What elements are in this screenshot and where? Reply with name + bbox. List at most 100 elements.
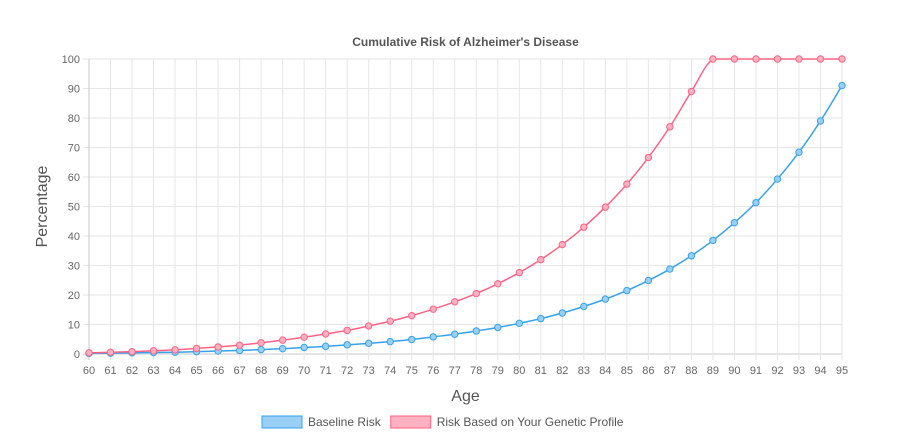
data-point (106, 348, 115, 356)
y-axis-ticks: 0 10 20 30 40 50 60 70 80 90 100 (62, 54, 80, 361)
y-tick-label: 30 (68, 261, 80, 273)
x-tick-label: 81 (535, 365, 547, 377)
data-point (687, 252, 696, 260)
x-tick-label: 90 (728, 365, 740, 377)
series-0 (85, 81, 846, 358)
data-point (558, 240, 567, 249)
x-tick-label: 87 (664, 365, 676, 377)
x-tick-label: 92 (771, 365, 783, 377)
data-point (515, 319, 523, 328)
y-tick-label: 80 (68, 113, 80, 125)
data-point (580, 223, 588, 231)
x-tick-label: 70 (298, 365, 310, 377)
data-point (494, 323, 502, 332)
data-point (515, 268, 523, 277)
data-point (709, 55, 717, 63)
x-tick-label: 85 (621, 365, 633, 377)
data-point (623, 180, 631, 188)
data-point (386, 317, 394, 325)
data-point (773, 175, 782, 183)
data-point (730, 55, 739, 63)
data-point (321, 330, 330, 338)
data-point (408, 335, 416, 344)
legend-swatch (261, 415, 303, 429)
series-1 (85, 55, 846, 357)
x-tick-label: 82 (556, 365, 568, 377)
data-point (278, 344, 287, 353)
y-axis-title: Percentage (34, 165, 51, 247)
y-tick-label: 20 (68, 290, 80, 302)
x-tick-label: 69 (277, 365, 289, 377)
data-point (644, 276, 653, 285)
legend-label: Risk Based on Your Genetic Profile (437, 415, 624, 429)
x-tick-label: 61 (104, 365, 116, 377)
data-point (838, 81, 846, 90)
data-point (321, 342, 330, 351)
data-point (171, 346, 179, 354)
series-layer (85, 55, 846, 358)
legend: Baseline Risk Risk Based on Your Genetic … (261, 415, 624, 429)
x-tick-label: 79 (492, 365, 504, 377)
data-point (816, 55, 825, 63)
y-tick-label: 0 (74, 349, 80, 361)
data-point (278, 336, 287, 344)
data-point (386, 337, 394, 346)
data-point (838, 55, 846, 63)
data-point (623, 286, 631, 295)
x-tick-label: 66 (212, 365, 224, 377)
x-tick-label: 65 (190, 365, 202, 377)
data-point (128, 347, 136, 356)
data-point (257, 339, 265, 347)
data-point (300, 333, 308, 341)
data-point (343, 341, 351, 349)
y-tick-label: 10 (68, 320, 80, 332)
data-point (709, 236, 717, 245)
legend-label: Baseline Risk (308, 415, 382, 429)
x-tick-label: 75 (406, 365, 418, 377)
data-point (494, 280, 502, 288)
y-tick-label: 60 (68, 172, 80, 184)
data-point (537, 255, 545, 264)
data-point (472, 289, 480, 298)
x-tick-label: 94 (814, 365, 826, 377)
x-tick-label: 83 (578, 365, 590, 377)
data-point (752, 198, 760, 207)
data-point (257, 345, 265, 354)
data-point (429, 305, 437, 313)
y-tick-label: 50 (68, 202, 80, 214)
x-tick-label: 86 (642, 365, 654, 377)
data-point (666, 265, 674, 273)
data-point (451, 298, 459, 306)
series-line (88, 85, 843, 355)
data-point (472, 327, 480, 335)
x-tick-label: 76 (427, 365, 439, 377)
x-tick-label: 88 (685, 365, 697, 377)
x-tick-label: 67 (233, 365, 245, 377)
x-tick-label: 77 (449, 365, 461, 377)
data-point (192, 344, 201, 353)
data-point (235, 341, 244, 349)
y-tick-label: 100 (62, 54, 80, 66)
x-tick-label: 60 (83, 365, 95, 377)
data-point (773, 55, 782, 63)
x-tick-label: 80 (513, 365, 525, 377)
data-point (644, 153, 653, 162)
data-point (580, 302, 588, 311)
data-point (816, 117, 825, 125)
x-tick-label: 91 (750, 365, 762, 377)
data-point (666, 123, 674, 131)
y-tick-label: 70 (68, 143, 80, 155)
x-tick-label: 95 (836, 365, 848, 377)
x-tick-label: 84 (599, 365, 611, 377)
data-point (364, 339, 373, 348)
data-point (214, 343, 222, 351)
data-point (300, 343, 308, 352)
data-point (408, 311, 416, 320)
legend-item-1: Risk Based on Your Genetic Profile (390, 415, 624, 429)
x-tick-label: 89 (707, 365, 719, 377)
x-tick-label: 63 (147, 365, 159, 377)
data-point (752, 55, 760, 63)
y-tick-label: 90 (68, 84, 80, 96)
